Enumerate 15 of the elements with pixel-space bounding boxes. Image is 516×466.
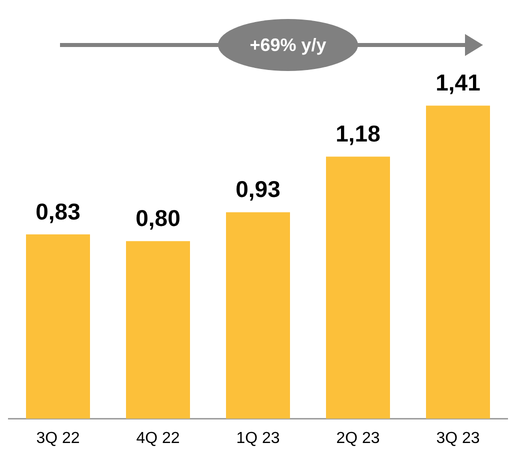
bar: [126, 241, 190, 419]
data-label: 0,80: [136, 204, 180, 231]
x-tick-label: 4Q 22: [136, 430, 180, 447]
data-label: 1,41: [436, 69, 481, 96]
x-tick-label: 1Q 23: [236, 430, 280, 447]
bar: [226, 212, 290, 419]
data-label: 0,83: [36, 198, 80, 224]
data-label: 0,93: [236, 176, 280, 202]
x-tick-label: 3Q 23: [436, 430, 480, 447]
bar: [326, 156, 390, 419]
bar: [426, 106, 490, 419]
data-label: 1,18: [336, 120, 381, 147]
x-tick-label: 2Q 23: [336, 430, 380, 447]
x-tick-label: 3Q 22: [36, 430, 80, 447]
bar: [26, 234, 90, 419]
